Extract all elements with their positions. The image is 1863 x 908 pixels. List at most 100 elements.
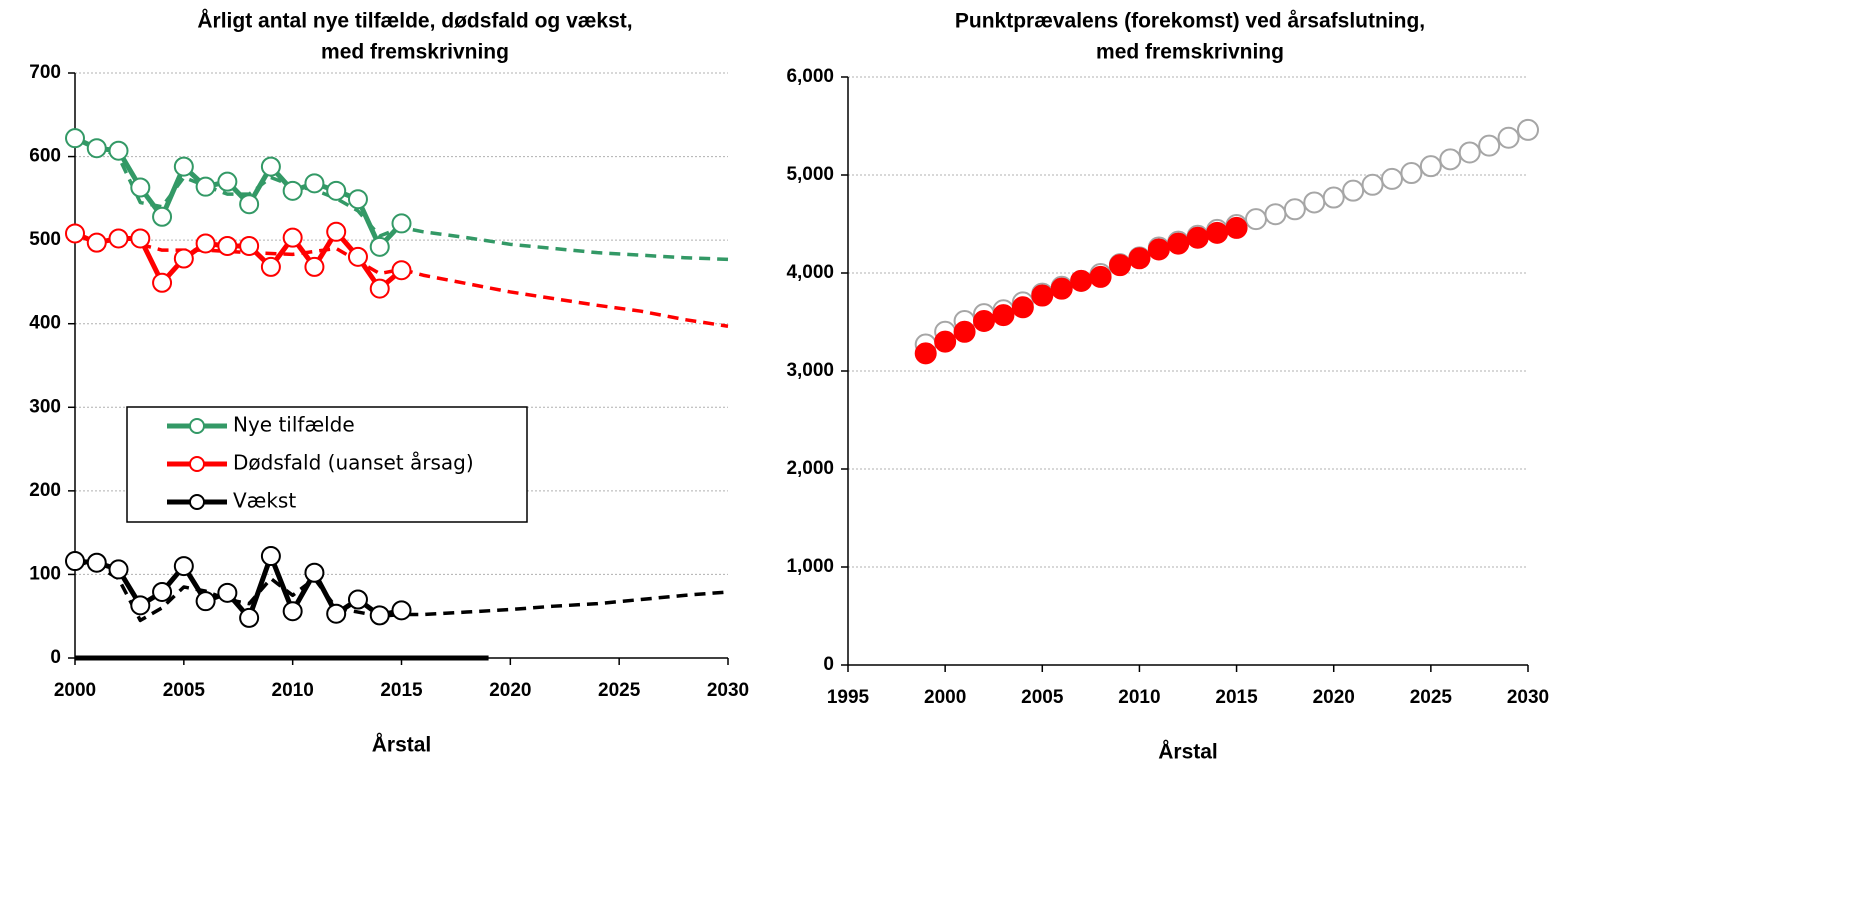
marker bbox=[217, 171, 238, 192]
marker bbox=[391, 260, 412, 281]
projection-line bbox=[74, 559, 729, 623]
marker bbox=[304, 562, 325, 583]
marker bbox=[1070, 269, 1093, 292]
marker bbox=[195, 591, 216, 612]
marker bbox=[260, 256, 281, 277]
marker bbox=[992, 304, 1015, 327]
y-tick-label: 2,000 bbox=[786, 458, 834, 479]
marker bbox=[1361, 173, 1384, 196]
y-tick-label: 4,000 bbox=[786, 262, 834, 283]
marker bbox=[86, 232, 107, 253]
x-tick-label: 2005 bbox=[1021, 687, 1064, 708]
projection-line bbox=[74, 138, 729, 262]
marker bbox=[1517, 118, 1539, 141]
marker bbox=[1458, 141, 1481, 164]
marker bbox=[239, 607, 260, 628]
marker bbox=[173, 248, 194, 269]
marker bbox=[1264, 203, 1287, 226]
marker bbox=[1050, 277, 1073, 300]
series-line bbox=[74, 553, 403, 621]
y-tick-label: 600 bbox=[29, 146, 61, 167]
y-tick-label: 100 bbox=[29, 563, 61, 584]
marker bbox=[347, 246, 368, 267]
marker bbox=[1478, 134, 1501, 157]
marker bbox=[86, 552, 107, 573]
marker bbox=[239, 194, 260, 215]
x-tick-label: 2015 bbox=[1215, 687, 1258, 708]
marker bbox=[130, 177, 151, 198]
y-tick-label: 0 bbox=[823, 654, 834, 675]
marker bbox=[1245, 208, 1267, 231]
marker bbox=[65, 128, 85, 149]
x-axis-label: Årstal bbox=[1158, 740, 1218, 764]
y-tick-label: 400 bbox=[29, 313, 61, 334]
marker bbox=[1400, 162, 1423, 185]
marker bbox=[304, 173, 325, 194]
marker bbox=[1303, 191, 1326, 214]
projection-line bbox=[139, 242, 729, 328]
legend-marker bbox=[189, 494, 205, 510]
marker bbox=[347, 189, 368, 210]
marker bbox=[973, 310, 995, 333]
marker bbox=[1497, 126, 1520, 149]
legend-label: Vækst bbox=[233, 489, 296, 513]
y-tick-label: 3,000 bbox=[786, 360, 834, 381]
marker bbox=[934, 330, 957, 353]
marker bbox=[65, 551, 85, 572]
marker bbox=[217, 235, 238, 256]
marker bbox=[1322, 186, 1345, 209]
marker bbox=[1439, 148, 1462, 171]
marker bbox=[953, 320, 976, 343]
marker bbox=[1031, 284, 1054, 307]
marker bbox=[65, 223, 85, 244]
x-tick-label: 2020 bbox=[1313, 687, 1355, 708]
marker bbox=[130, 228, 151, 249]
marker bbox=[108, 140, 129, 161]
marker bbox=[1186, 226, 1209, 249]
legend-label: Dødsfald (uanset årsag) bbox=[233, 451, 474, 475]
marker bbox=[152, 581, 173, 602]
marker bbox=[1089, 265, 1112, 288]
marker bbox=[369, 605, 390, 626]
marker bbox=[1381, 167, 1403, 190]
marker bbox=[1128, 247, 1151, 270]
legend-marker bbox=[189, 418, 205, 434]
chart-title: Punktprævalens (forekomst) ved årsafslut… bbox=[955, 10, 1425, 33]
marker bbox=[152, 272, 173, 293]
series-line bbox=[73, 135, 404, 250]
marker bbox=[108, 228, 129, 249]
x-tick-label: 2025 bbox=[598, 680, 641, 701]
x-tick-label: 1995 bbox=[827, 687, 870, 708]
marker bbox=[173, 156, 194, 177]
marker bbox=[369, 278, 390, 299]
marker bbox=[326, 603, 347, 624]
marker bbox=[282, 227, 303, 248]
marker bbox=[369, 236, 390, 257]
legend-marker bbox=[189, 456, 205, 472]
marker bbox=[1419, 155, 1442, 178]
chart-title: Årligt antal nye tilfælde, dødsfald og v… bbox=[197, 9, 632, 33]
marker bbox=[1342, 179, 1365, 202]
marker bbox=[1109, 254, 1131, 277]
marker bbox=[391, 600, 412, 621]
marker bbox=[217, 582, 238, 603]
marker bbox=[108, 559, 129, 580]
x-tick-label: 2025 bbox=[1410, 687, 1453, 708]
x-tick-label: 2015 bbox=[380, 680, 423, 701]
y-tick-label: 5,000 bbox=[786, 164, 834, 185]
marker bbox=[1225, 216, 1248, 239]
y-tick-label: 700 bbox=[29, 62, 61, 83]
x-tick-label: 2005 bbox=[163, 680, 206, 701]
marker bbox=[1167, 232, 1190, 255]
marker bbox=[239, 235, 260, 256]
marker bbox=[304, 256, 325, 277]
marker bbox=[260, 156, 281, 177]
x-tick-label: 2010 bbox=[1118, 687, 1160, 708]
marker bbox=[282, 180, 303, 201]
y-tick-label: 200 bbox=[29, 480, 61, 501]
marker bbox=[173, 556, 194, 577]
y-tick-label: 500 bbox=[29, 229, 61, 250]
marker bbox=[1011, 296, 1034, 319]
marker bbox=[1147, 238, 1170, 261]
